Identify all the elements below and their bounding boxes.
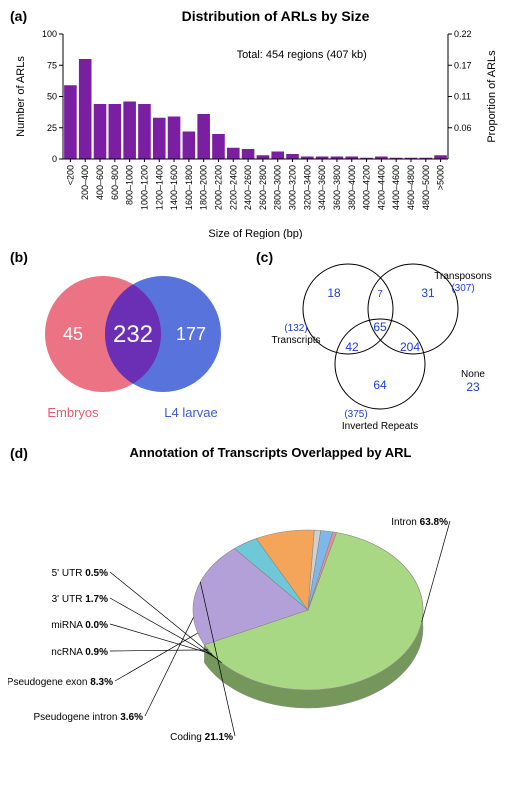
bar-chart-a: 0 25 50 75 100 0.06 0.11 0.17 0.22 <200 200–400 400… [8, 24, 503, 239]
svg-text:64: 64 [373, 378, 387, 392]
svg-text:23: 23 [466, 380, 480, 394]
svg-text:100: 100 [42, 29, 57, 39]
svg-text:>5000: >5000 [436, 165, 446, 190]
svg-text:4600–4800: 4600–4800 [406, 165, 416, 210]
svg-text:5' UTR 0.5%: 5' UTR 0.5% [52, 568, 108, 579]
svg-text:Pseudogene exon 8.3%: Pseudogene exon 8.3% [8, 677, 113, 688]
svg-text:Transcripts: Transcripts [271, 335, 320, 346]
svg-text:None: None [461, 369, 485, 380]
svg-text:31: 31 [421, 286, 435, 300]
svg-text:18: 18 [327, 286, 341, 300]
svg-text:800–1000: 800–1000 [125, 165, 135, 205]
svg-text:L4 larvae: L4 larvae [164, 405, 217, 420]
svg-text:Proportion of ARLs: Proportion of ARLs [486, 50, 498, 143]
svg-text:50: 50 [47, 92, 57, 102]
svg-text:25: 25 [47, 123, 57, 133]
svg-text:3400–3600: 3400–3600 [317, 165, 327, 210]
svg-text:1000–1200: 1000–1200 [139, 165, 149, 210]
svg-text:1600–1800: 1600–1800 [184, 165, 194, 210]
svg-text:7: 7 [377, 289, 383, 300]
svg-text:2000–2200: 2000–2200 [213, 165, 223, 210]
svg-text:0.11: 0.11 [454, 92, 471, 102]
svg-text:Number of ARLs: Number of ARLs [15, 56, 27, 137]
svg-text:1400–1600: 1400–1600 [169, 165, 179, 210]
svg-text:3800–4000: 3800–4000 [347, 165, 357, 210]
panel-d-title: Annotation of Transcripts Overlapped by … [38, 445, 503, 460]
svg-text:(307): (307) [451, 283, 474, 294]
svg-text:Pseudogene intron 3.6%: Pseudogene intron 3.6% [33, 712, 143, 723]
svg-text:600–800: 600–800 [110, 165, 120, 200]
venn-b: 45 177 232 Embryos L4 larvae [18, 249, 248, 439]
svg-text:Coding 21.1%: Coding 21.1% [170, 732, 233, 743]
svg-text:3200–3400: 3200–3400 [302, 165, 312, 210]
svg-text:Total: 454 regions (407 kb): Total: 454 regions (407 kb) [237, 49, 367, 61]
svg-text:Embryos: Embryos [47, 405, 99, 420]
svg-text:4000–4200: 4000–4200 [362, 165, 372, 210]
svg-text:400–600: 400–600 [95, 165, 105, 200]
svg-text:177: 177 [176, 324, 206, 344]
svg-text:2400–2600: 2400–2600 [243, 165, 253, 210]
svg-text:2800–3000: 2800–3000 [273, 165, 283, 210]
svg-text:(132): (132) [284, 323, 307, 334]
svg-text:2200–2400: 2200–2400 [228, 165, 238, 210]
svg-text:Transposons: Transposons [434, 271, 491, 282]
svg-text:2600–2800: 2600–2800 [258, 165, 268, 210]
svg-text:1800–2000: 1800–2000 [199, 165, 209, 210]
svg-text:4800–5000: 4800–5000 [421, 165, 431, 210]
panel-d-label: (d) [10, 445, 28, 461]
svg-text:Intron 63.8%: Intron 63.8% [391, 517, 448, 528]
svg-text:Size of Region (bp): Size of Region (bp) [208, 228, 302, 239]
svg-text:<200: <200 [65, 165, 75, 185]
svg-text:45: 45 [63, 324, 83, 344]
svg-text:65: 65 [373, 320, 387, 334]
svg-text:3000–3200: 3000–3200 [288, 165, 298, 210]
svg-text:1200–1400: 1200–1400 [154, 165, 164, 210]
svg-text:0.17: 0.17 [454, 60, 472, 70]
svg-text:75: 75 [47, 60, 57, 70]
svg-text:0.06: 0.06 [454, 123, 472, 133]
svg-text:232: 232 [113, 321, 153, 348]
svg-text:(375): (375) [344, 409, 367, 420]
panel-a-title: Distribution of ARLs by Size [48, 8, 503, 24]
svg-text:0: 0 [52, 154, 57, 164]
svg-text:3600–3800: 3600–3800 [332, 165, 342, 210]
svg-text:204: 204 [400, 340, 420, 354]
pie-d: Intron 63.8% Coding 21.1% Pseudogene intro… [8, 460, 503, 755]
svg-text:200–400: 200–400 [80, 165, 90, 200]
svg-text:42: 42 [345, 340, 359, 354]
svg-text:miRNA 0.0%: miRNA 0.0% [51, 620, 108, 631]
panel-a-label: (a) [10, 8, 27, 24]
svg-text:4400–4600: 4400–4600 [391, 165, 401, 210]
svg-text:4200–4400: 4200–4400 [376, 165, 386, 210]
svg-text:Inverted Repeats: Inverted Repeats [342, 421, 418, 432]
svg-text:0.22: 0.22 [454, 29, 472, 39]
svg-text:3' UTR 1.7%: 3' UTR 1.7% [52, 594, 108, 605]
svg-text:ncRNA 0.9%: ncRNA 0.9% [51, 647, 108, 658]
venn-c: 18 31 7 65 42 204 64 (132)Transcripts Transposon… [258, 249, 503, 439]
